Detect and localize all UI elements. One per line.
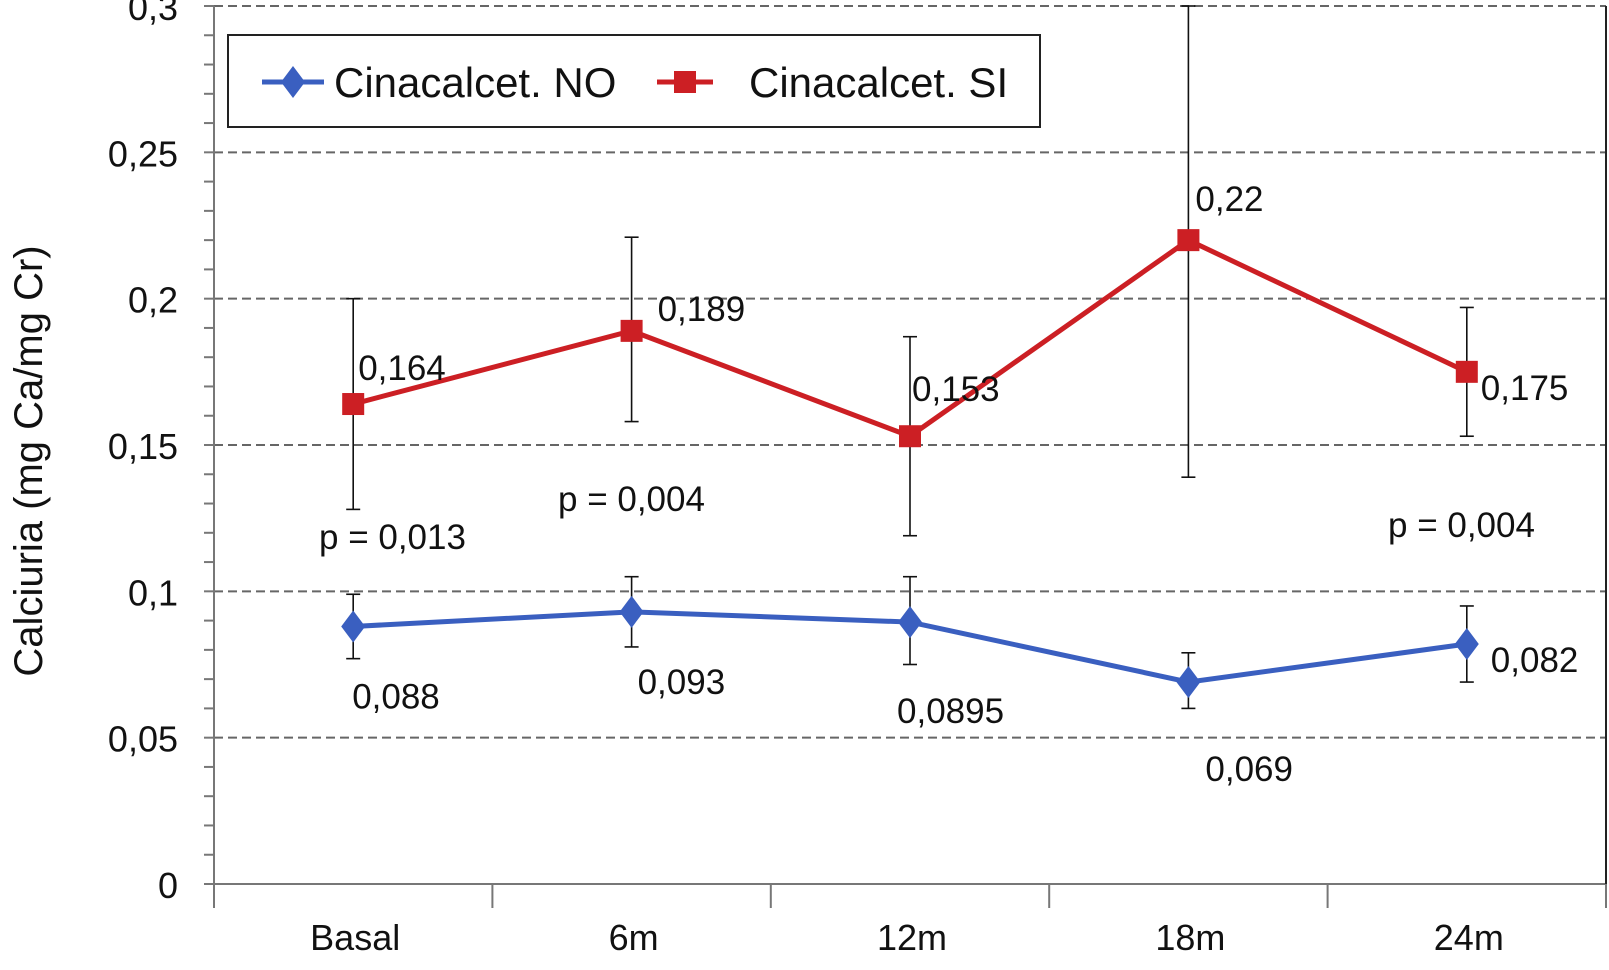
- legend: Cinacalcet. NO Cinacalcet. SI: [227, 34, 1041, 128]
- y-tick-label: 0,2: [128, 280, 178, 321]
- data-label: 0,0895: [897, 692, 1004, 731]
- y-tick-label: 0,05: [108, 719, 178, 760]
- data-point-diamond: [898, 606, 922, 639]
- data-point-diamond: [1454, 628, 1479, 661]
- gridlines: [214, 5, 1606, 739]
- data-label: 0,164: [358, 349, 446, 388]
- x-tick-label: Basal: [310, 917, 400, 958]
- data-label: 0,189: [658, 290, 746, 329]
- p-value-annotation: p = 0,013: [319, 518, 466, 557]
- series-lines: [341, 229, 1479, 699]
- data-point-square: [899, 425, 921, 448]
- legend-label-si: Cinacalcet. SI: [749, 59, 1008, 106]
- data-label: 0,153: [912, 370, 1000, 409]
- data-label: 0,069: [1205, 750, 1293, 789]
- data-label: 0,082: [1491, 641, 1579, 680]
- legend-box: [227, 34, 1041, 128]
- y-tick-label: 0: [158, 865, 178, 906]
- data-point-square: [1455, 360, 1478, 383]
- p-value-annotation: p = 0,004: [558, 480, 705, 519]
- data-label: 0,088: [352, 677, 440, 716]
- legend-diamond-icon: [281, 66, 305, 98]
- data-point-square: [620, 319, 643, 342]
- data-point-diamond: [1176, 666, 1201, 699]
- y-axis-label: Calciuria (mg Ca/mg Cr): [7, 245, 51, 676]
- data-point-diamond: [619, 595, 644, 628]
- y-tick-label: 0,15: [108, 426, 178, 467]
- axes: 0 0,05 0,1 0,15 0,2 0,25 0,3 Basal 6m 12m 18m 24m: [108, 0, 1607, 958]
- legend-label-no: Cinacalcet. NO: [334, 59, 616, 106]
- data-point-square: [1177, 229, 1200, 252]
- data-label: 0,175: [1481, 369, 1569, 408]
- data-point-diamond: [341, 610, 366, 643]
- y-tick-label: 0,1: [128, 572, 178, 613]
- data-point-square: [342, 393, 365, 416]
- p-value-annotation: p = 0,004: [1388, 506, 1535, 545]
- legend-square-icon: [674, 71, 696, 93]
- data-labels: 0,088 0,093 0,0895 0,069 0,082 0,164 0,189 0,15…: [319, 180, 1578, 789]
- data-label: 0,093: [638, 663, 726, 702]
- x-tick-label: 24m: [1434, 917, 1504, 958]
- x-tick-label: 6m: [609, 917, 659, 958]
- y-tick-label: 0,25: [108, 133, 178, 174]
- data-label: 0,22: [1195, 180, 1263, 219]
- x-tick-label: 18m: [1155, 917, 1225, 958]
- x-tick-label: 12m: [877, 917, 947, 958]
- y-tick-label: 0,3: [128, 0, 178, 28]
